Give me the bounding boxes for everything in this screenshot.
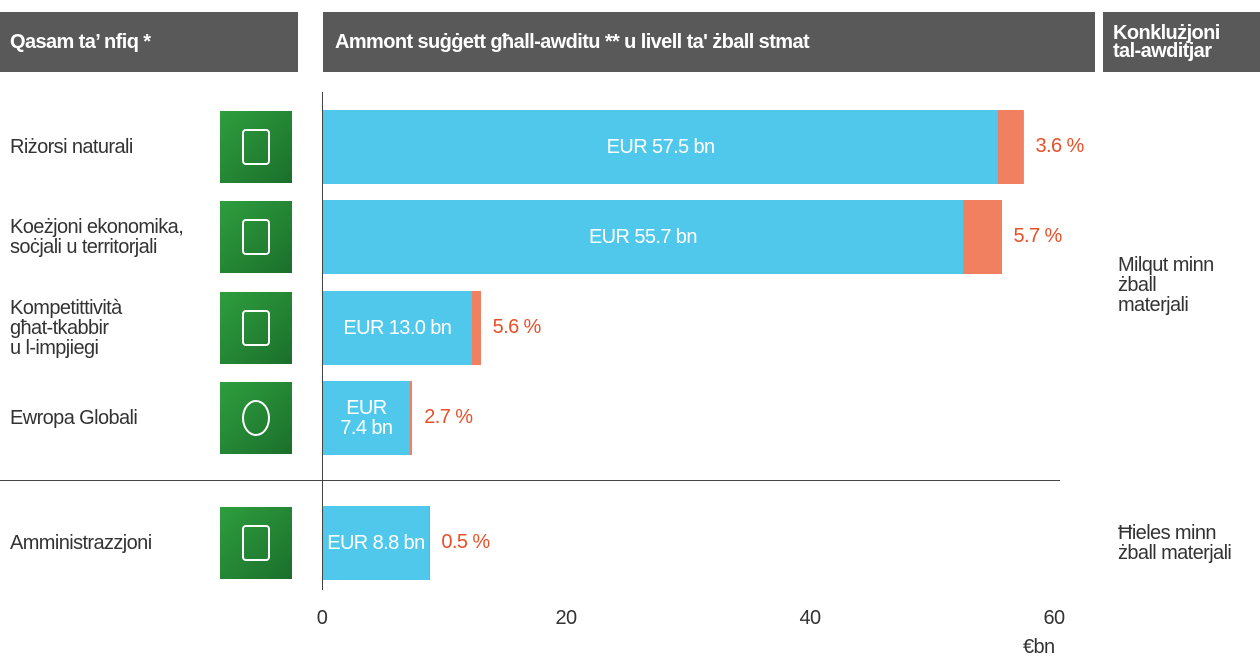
icon-glyph (242, 525, 270, 561)
category-icon (220, 292, 292, 364)
value-label: EUR 8.8 bn (327, 532, 425, 554)
rate-label: 5.6 % (492, 316, 542, 338)
x-tick-label: 60 (1043, 607, 1065, 629)
value-label: EUR 13.0 bn (343, 317, 452, 339)
category-label: Koeżjoni ekonomika, soċjali u territorja… (10, 216, 184, 258)
category-label: Ewropa Globali (10, 407, 138, 429)
icon-glyph (242, 400, 270, 436)
bar (323, 200, 1002, 274)
error-segment (428, 506, 430, 580)
icon-glyph (242, 310, 270, 346)
value-label: EUR 7.4 bn (340, 397, 393, 439)
category-label: Riżorsi naturali (10, 136, 133, 158)
category-label: Amministrazzjoni (10, 532, 152, 554)
bar (323, 506, 430, 580)
category-icon (220, 507, 292, 579)
header: Konklużjoni tal-awditjar (1103, 12, 1260, 72)
bar (323, 381, 413, 455)
conclusion: Ħieles minn żball materjali (1118, 522, 1232, 564)
icon-glyph (242, 129, 270, 165)
rate-label: 0.5 % (441, 531, 490, 553)
category-icon (220, 382, 292, 454)
error-segment (471, 291, 481, 365)
error-segment (998, 110, 1024, 184)
separator (0, 480, 1060, 481)
x-axis-label: €bn (1023, 636, 1055, 658)
x-tick-label: 0 (316, 607, 328, 629)
value-label: EUR 55.7 bn (588, 226, 698, 248)
axis-line (322, 92, 323, 590)
bar (323, 291, 481, 365)
rate-label: 5.7 % (1013, 225, 1063, 247)
icon-glyph (242, 219, 270, 255)
conclusion: Milqut minn żball materjali (1118, 254, 1214, 316)
error-segment (962, 200, 1002, 274)
bar (323, 110, 1024, 184)
value-label: EUR 57.5 bn (606, 136, 716, 158)
x-tick-label: 40 (799, 607, 821, 629)
header: Ammont suġġett għall-awditu ** u livell … (323, 12, 1095, 72)
x-tick-label: 20 (555, 607, 577, 629)
category-icon (220, 111, 292, 183)
error-segment (409, 381, 413, 455)
category-label: Kompetittività għat-tkabbir u l-impjiegi (10, 297, 122, 359)
rate-label: 2.7 % (424, 406, 473, 428)
header: Qasam ta’ nfiq * (0, 12, 298, 72)
rate-label: 3.6 % (1035, 135, 1085, 157)
category-icon (220, 201, 292, 273)
